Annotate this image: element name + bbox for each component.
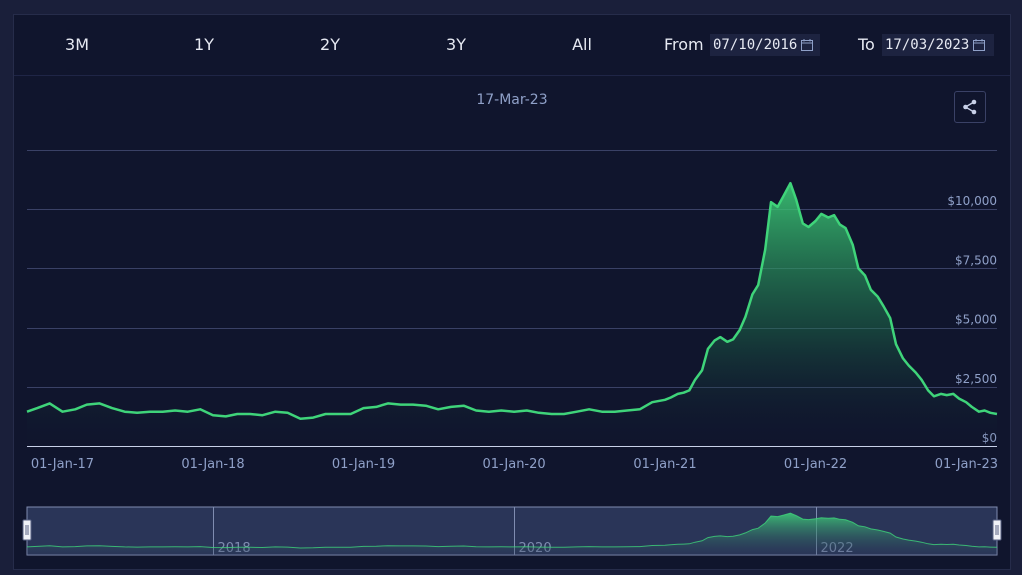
share-button[interactable] [954, 91, 986, 123]
x-tick-label: 01-Jan-17 [31, 457, 94, 472]
x-axis-labels: 01-Jan-17 01-Jan-18 01-Jan-19 01-Jan-20 01-J… [31, 457, 998, 472]
y-tick-label: $5,000 [955, 313, 997, 327]
range-3m-button[interactable]: 3M [65, 35, 89, 54]
x-tick-label: 01-Jan-18 [181, 457, 244, 472]
x-tick-label: 01-Jan-20 [482, 457, 545, 472]
range-toolbar: 3M 1Y 2Y 3Y All From 07/10/2016 To 17/03… [14, 15, 1010, 76]
calendar-icon[interactable] [801, 39, 814, 51]
calendar-icon[interactable] [973, 39, 986, 51]
range-all-button[interactable]: All [572, 35, 592, 54]
to-label: To [858, 35, 875, 54]
series-area-fill [27, 183, 997, 446]
y-tick-label: $2,500 [955, 372, 997, 386]
to-date-input[interactable]: 17/03/2023 [882, 34, 994, 56]
x-tick-label: 01-Jan-23 [935, 457, 998, 472]
range-3y-button[interactable]: 3Y [446, 35, 466, 54]
series-line [26, 181, 998, 421]
x-tick-label: 01-Jan-19 [332, 457, 395, 472]
share-icon [963, 99, 977, 115]
from-date-input[interactable]: 07/10/2016 [710, 34, 820, 56]
from-date-value: 07/10/2016 [713, 37, 798, 53]
x-tick-label: 01-Jan-21 [633, 457, 696, 472]
navigator[interactable]: 201820202022 [22, 506, 1002, 556]
navigator-line [26, 512, 998, 549]
range-1y-button[interactable]: 1Y [194, 35, 214, 54]
navigator-right-handle[interactable] [992, 519, 1002, 541]
x-tick-label: 01-Jan-22 [784, 457, 847, 472]
y-tick-label: $10,000 [947, 194, 997, 208]
to-date-value: 17/03/2023 [885, 37, 970, 53]
from-label: From [664, 35, 704, 54]
series-area [26, 181, 998, 446]
chart-title: 17-Mar-23 [476, 92, 547, 108]
y-tick-label: $7,500 [955, 253, 997, 267]
range-2y-button[interactable]: 2Y [320, 35, 340, 54]
navigator-area-fill [27, 513, 997, 555]
navigator-left-handle[interactable] [22, 519, 32, 541]
